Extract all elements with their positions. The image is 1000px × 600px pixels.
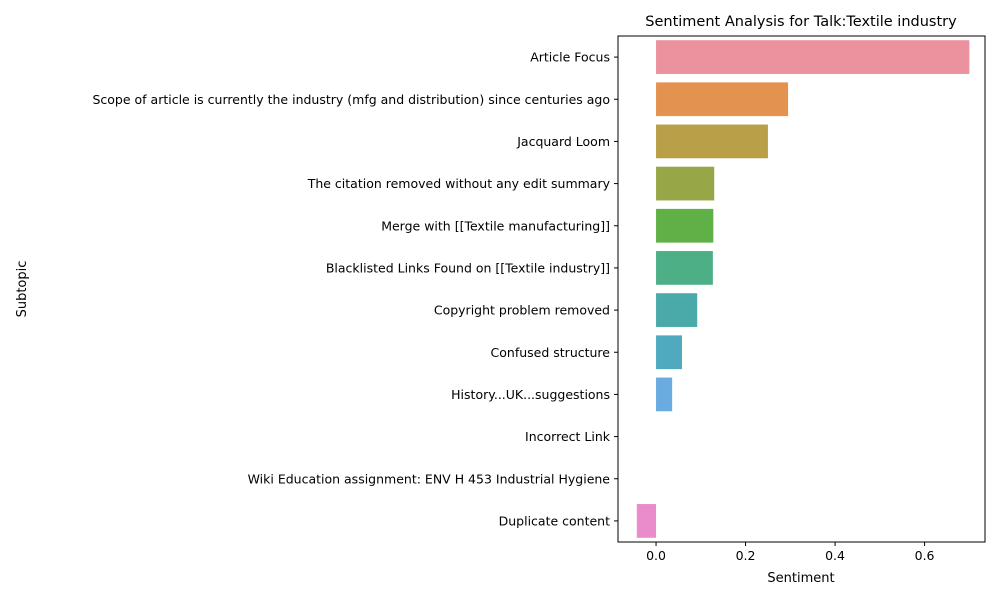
x-axis-label: Sentiment xyxy=(767,571,834,586)
y-tick-label: History...UK...suggestions xyxy=(451,387,610,402)
y-tick-label: The citation removed without any edit su… xyxy=(307,176,611,191)
y-tick-label: Confused structure xyxy=(491,345,611,360)
bar xyxy=(656,40,970,74)
bar xyxy=(656,251,713,285)
bar xyxy=(656,293,698,327)
y-axis-label: Subtopic xyxy=(15,261,30,318)
bar xyxy=(656,208,714,243)
y-tick-label: Blacklisted Links Found on [[Textile ind… xyxy=(326,260,610,275)
y-tick-labels: Article Focus Scope of article is current… xyxy=(92,50,618,528)
x-tick-label: 0.0 xyxy=(646,548,666,563)
x-axis-ticks: 0.0 0.2 0.4 0.6 xyxy=(646,542,935,563)
x-tick-label: 0.6 xyxy=(915,548,935,563)
y-tick-label: Merge with [[Textile manufacturing]] xyxy=(381,218,610,233)
x-tick-label: 0.4 xyxy=(825,548,845,563)
chart-title: Sentiment Analysis for Talk:Textile indu… xyxy=(645,14,957,30)
y-tick-label: Duplicate content xyxy=(499,513,610,528)
plot-frame xyxy=(617,35,986,543)
x-tick-label: 0.2 xyxy=(736,548,756,563)
y-tick-label: Incorrect Link xyxy=(525,429,611,444)
bars-group xyxy=(636,40,970,538)
bar xyxy=(656,124,768,159)
bar xyxy=(656,335,683,370)
bar xyxy=(656,82,789,117)
y-tick-label: Jacquard Loom xyxy=(516,134,610,149)
y-tick-label: Article Focus xyxy=(530,50,610,65)
y-tick-label: Copyright problem removed xyxy=(434,303,610,318)
bar xyxy=(656,377,673,412)
y-tick-label: Wiki Education assignment: ENV H 453 Ind… xyxy=(248,471,611,486)
bar xyxy=(636,504,657,538)
bar xyxy=(656,166,715,201)
y-tick-label: Scope of article is currently the indust… xyxy=(92,92,610,107)
